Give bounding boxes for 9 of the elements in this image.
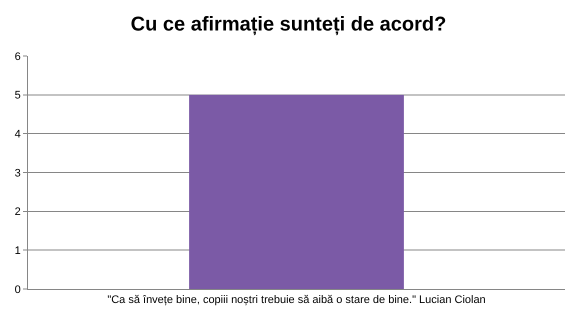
y-tick-label: 6 — [14, 50, 21, 63]
y-tick-label: 5 — [14, 90, 21, 102]
y-tick-label: 3 — [14, 167, 21, 180]
x-tick-label: "Ca să învețe bine, copiii noștri trebuie să aibă o stare de bine." Lucian Ciolan — [107, 294, 486, 306]
y-tick-label: 0 — [14, 284, 21, 296]
chart-title: Cu ce afirmație sunteți de acord? — [130, 14, 446, 36]
y-tick-label: 1 — [14, 245, 21, 258]
y-tick-label: 4 — [14, 128, 21, 141]
y-tick-label: 2 — [14, 206, 21, 218]
